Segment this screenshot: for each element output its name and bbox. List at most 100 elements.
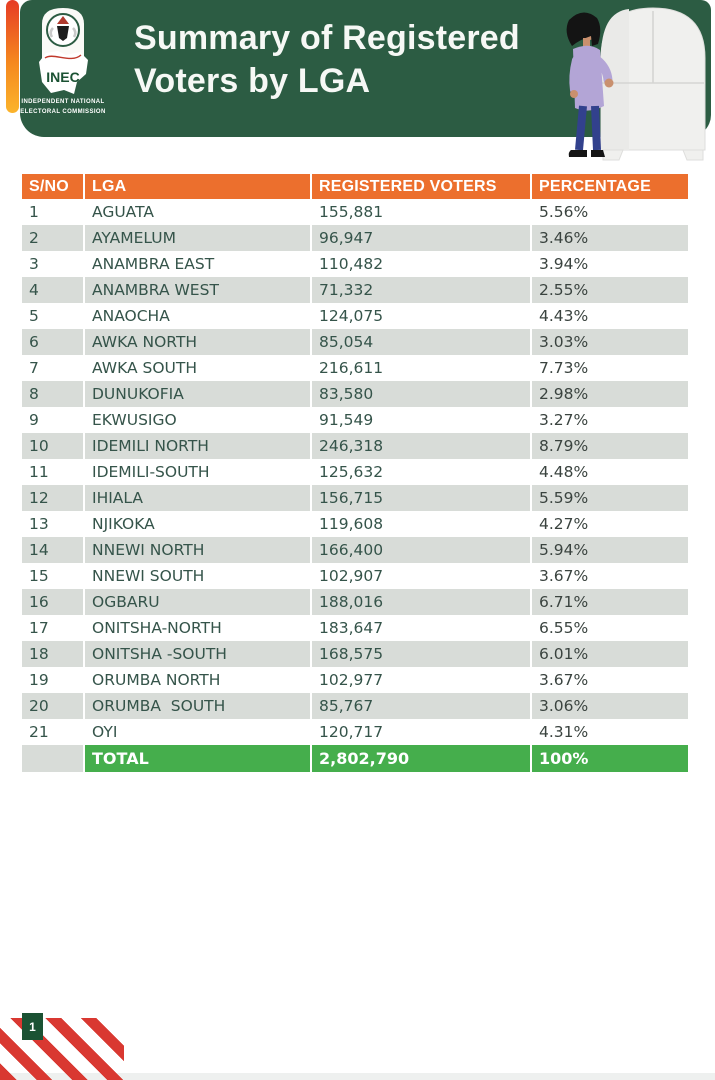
cell-total-label: TOTAL <box>83 745 310 772</box>
cell-total-voters: 2,802,790 <box>310 745 530 772</box>
cell-sno: 15 <box>29 567 49 585</box>
table-row: 2 AYAMELUM 96,947 3.46% <box>22 225 688 251</box>
page-title-line2: Voters by LGA <box>134 61 371 100</box>
cell-pct: 8.79% <box>530 433 688 459</box>
legs <box>575 105 587 151</box>
cell-sno: 12 <box>29 489 49 507</box>
ballot-booth <box>600 7 706 161</box>
table-row: 19 ORUMBA NORTH 102,977 3.67% <box>22 667 688 693</box>
table-row: 14 NNEWI NORTH 166,400 5.94% <box>22 537 688 563</box>
shield-icon <box>57 26 69 41</box>
cell-voters: 102,977 <box>310 667 530 693</box>
cell-pct: 4.48% <box>530 459 688 485</box>
table-row: 11 IDEMILI-SOUTH 125,632 4.48% <box>22 459 688 485</box>
cell-sno: 4 <box>29 281 39 299</box>
cell-lga: NNEWI SOUTH <box>83 563 310 589</box>
corner-stripes-decoration <box>0 1018 124 1080</box>
cell-sno: 7 <box>29 359 39 377</box>
cell-voters: 71,332 <box>310 277 530 303</box>
eagle-icon <box>57 16 69 24</box>
cell-pct: 4.27% <box>530 511 688 537</box>
column-header-lga: LGA <box>83 174 310 199</box>
cell-lga: ONITSHA-NORTH <box>83 615 310 641</box>
table-total-row: TOTAL 2,802,790 100% <box>22 745 688 772</box>
cell-sno: 9 <box>29 411 39 429</box>
inec-caption-line1: INDEPENDENT NATIONAL <box>21 99 105 105</box>
table-row: 10 IDEMILI NORTH 246,318 8.79% <box>22 433 688 459</box>
cell-lga: ANAOCHA <box>83 303 310 329</box>
horses-icon <box>49 27 77 38</box>
cell-total-pct: 100% <box>530 745 688 772</box>
table-body: 1 AGUATA 155,881 5.56% 2 AYAMELUM 96,947 3.46% 3… <box>22 199 688 745</box>
table-row: 4 ANAMBRA WEST 71,332 2.55% <box>22 277 688 303</box>
table-row: 7 AWKA SOUTH 216,611 7.73% <box>22 355 688 381</box>
cell-lga: ORUMBA SOUTH <box>83 693 310 719</box>
cell-sno: 3 <box>29 255 39 273</box>
cell-voters: 216,611 <box>310 355 530 381</box>
cell-lga: ANAMBRA WEST <box>83 277 310 303</box>
cell-total-sno <box>22 745 83 772</box>
cell-lga: OYI <box>83 719 310 745</box>
cell-lga: IHIALA <box>83 485 310 511</box>
table-row: 9 EKWUSIGO 91,549 3.27% <box>22 407 688 433</box>
cell-lga: AWKA SOUTH <box>83 355 310 381</box>
bottom-edge-bar <box>0 1073 715 1080</box>
cell-voters: 125,632 <box>310 459 530 485</box>
table-row: 20 ORUMBA SOUTH 85,767 3.06% <box>22 693 688 719</box>
cell-pct: 3.67% <box>530 563 688 589</box>
cell-pct: 3.03% <box>530 329 688 355</box>
cell-lga: IDEMILI NORTH <box>83 433 310 459</box>
cell-pct: 3.94% <box>530 251 688 277</box>
cell-pct: 4.31% <box>530 719 688 745</box>
cell-pct: 3.46% <box>530 225 688 251</box>
table-row: 16 OGBARU 188,016 6.71% <box>22 589 688 615</box>
cell-voters: 166,400 <box>310 537 530 563</box>
cell-voters: 102,907 <box>310 563 530 589</box>
cell-lga: IDEMILI-SOUTH <box>83 459 310 485</box>
cell-lga: OGBARU <box>83 589 310 615</box>
inec-logo-graphic: INEC <box>39 8 88 94</box>
cell-lga: ORUMBA NORTH <box>83 667 310 693</box>
cell-sno: 8 <box>29 385 39 403</box>
cell-voters: 96,947 <box>310 225 530 251</box>
cell-sno: 14 <box>29 541 49 559</box>
cell-sno: 5 <box>29 307 39 325</box>
inec-caption: INDEPENDENT NATIONAL ELECTORAL COMMISSIO… <box>12 98 114 117</box>
cell-pct: 6.71% <box>530 589 688 615</box>
cell-pct: 3.67% <box>530 667 688 693</box>
voter-figure <box>566 12 614 157</box>
table-row: 21 OYI 120,717 4.31% <box>22 719 688 745</box>
cell-sno: 17 <box>29 619 49 637</box>
cell-pct: 2.55% <box>530 277 688 303</box>
page-number-badge: 1 <box>22 1013 43 1040</box>
page-title: Summary of Registered Voters by LGA <box>134 17 520 103</box>
cell-sno: 6 <box>29 333 39 351</box>
table-row: 3 ANAMBRA EAST 110,482 3.94% <box>22 251 688 277</box>
cell-voters: 124,075 <box>310 303 530 329</box>
cell-sno: 13 <box>29 515 49 533</box>
shoes <box>568 150 587 157</box>
cell-voters: 156,715 <box>310 485 530 511</box>
cell-voters: 85,054 <box>310 329 530 355</box>
table-row: 12 IHIALA 156,715 5.59% <box>22 485 688 511</box>
table-row: 17 ONITSHA-NORTH 183,647 6.55% <box>22 615 688 641</box>
cell-pct: 3.06% <box>530 693 688 719</box>
table-row: 6 AWKA NORTH 85,054 3.03% <box>22 329 688 355</box>
cell-pct: 5.59% <box>530 485 688 511</box>
cell-sno: 16 <box>29 593 49 611</box>
cell-lga: AWKA NORTH <box>83 329 310 355</box>
column-header-sno: S/NO <box>29 178 69 195</box>
inec-acronym: INEC <box>46 69 79 85</box>
cell-pct: 4.43% <box>530 303 688 329</box>
cell-lga: AYAMELUM <box>83 225 310 251</box>
cell-voters: 183,647 <box>310 615 530 641</box>
cell-lga: NJIKOKA <box>83 511 310 537</box>
cell-lga: NNEWI NORTH <box>83 537 310 563</box>
cell-lga: ANAMBRA EAST <box>83 251 310 277</box>
table-row: 18 ONITSHA -SOUTH 168,575 6.01% <box>22 641 688 667</box>
cell-pct: 5.94% <box>530 537 688 563</box>
table-row: 13 NJIKOKA 119,608 4.27% <box>22 511 688 537</box>
cell-voters: 168,575 <box>310 641 530 667</box>
registered-voters-table: S/NO LGA REGISTERED VOTERS PERCENTAGE 1 A… <box>22 174 688 772</box>
voter-illustration <box>566 7 706 161</box>
